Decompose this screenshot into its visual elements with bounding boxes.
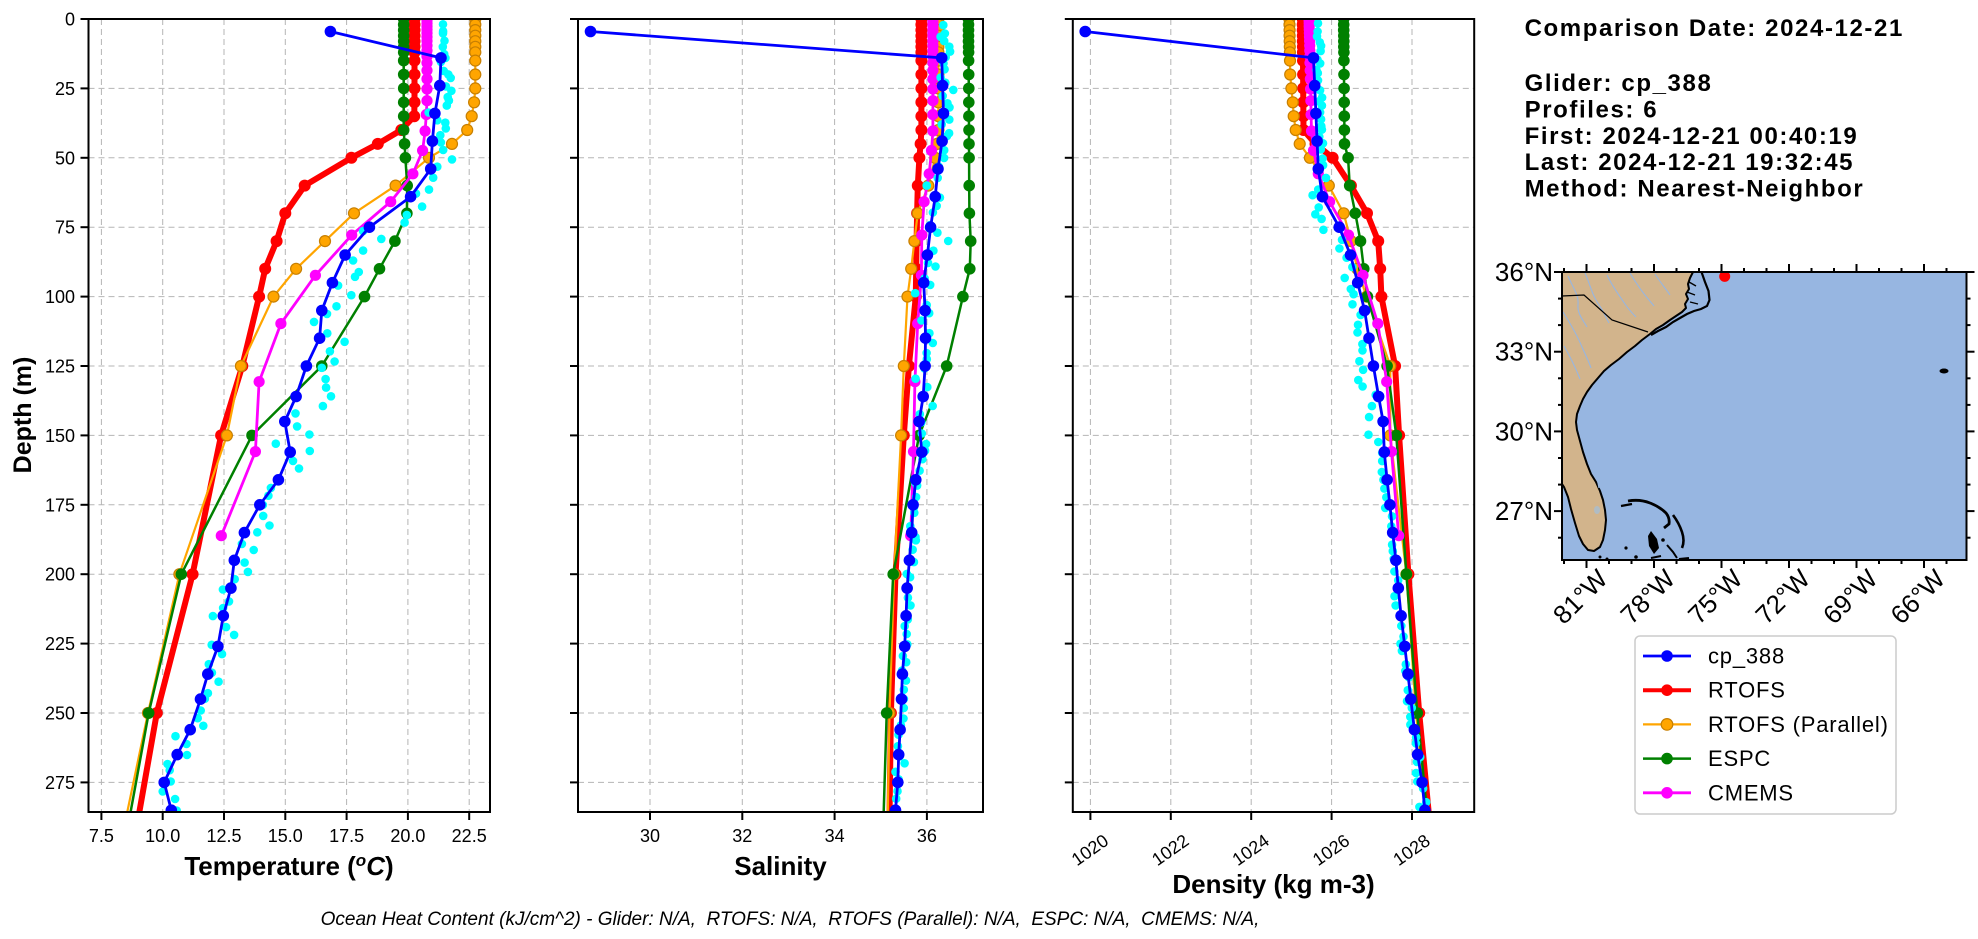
svg-text:150: 150 [45, 426, 75, 446]
svg-text:12.5: 12.5 [206, 826, 241, 846]
svg-text:33°N: 33°N [1495, 337, 1553, 367]
svg-text:Method: Nearest-Neighbor: Method: Nearest-Neighbor [1525, 175, 1865, 202]
svg-text:RTOFS (Parallel): RTOFS (Parallel) [1708, 712, 1889, 737]
svg-text:0: 0 [65, 10, 75, 30]
svg-text:Glider: cp_388: Glider: cp_388 [1525, 70, 1713, 97]
svg-text:225: 225 [45, 634, 75, 654]
svg-text:Density (kg m-3): Density (kg m-3) [1172, 869, 1374, 899]
svg-text:RTOFS: RTOFS [1708, 678, 1786, 703]
svg-text:Salinity: Salinity [734, 851, 827, 881]
svg-text:36°N: 36°N [1495, 257, 1553, 287]
svg-text:25: 25 [55, 79, 75, 99]
svg-text:20.0: 20.0 [390, 826, 425, 846]
svg-text:Ocean Heat Content (kJ/cm^2) -: Ocean Heat Content (kJ/cm^2) - Glider: N… [321, 909, 1260, 930]
svg-text:ESPC: ESPC [1708, 746, 1771, 771]
svg-text:34: 34 [825, 826, 845, 846]
svg-text:Depth (m): Depth (m) [9, 357, 37, 474]
svg-text:7.5: 7.5 [89, 826, 114, 846]
svg-text:27°N: 27°N [1495, 496, 1553, 526]
svg-text:275: 275 [45, 773, 75, 793]
svg-text:10.0: 10.0 [145, 826, 180, 846]
svg-text:250: 250 [45, 704, 75, 724]
svg-text:Profiles: 6: Profiles: 6 [1525, 97, 1659, 124]
svg-text:125: 125 [45, 357, 75, 377]
svg-text:Comparison Date: 2024-12-21: Comparison Date: 2024-12-21 [1525, 15, 1904, 42]
svg-text:First: 2024-12-21 00:40:19: First: 2024-12-21 00:40:19 [1525, 123, 1859, 150]
svg-text:200: 200 [45, 565, 75, 585]
svg-text:50: 50 [55, 148, 75, 168]
svg-text:100: 100 [45, 287, 75, 307]
svg-text:32: 32 [732, 826, 752, 846]
svg-text:36: 36 [917, 826, 937, 846]
svg-text:CMEMS: CMEMS [1708, 780, 1794, 805]
svg-text:17.5: 17.5 [329, 826, 364, 846]
svg-text:cp_388: cp_388 [1708, 644, 1785, 669]
svg-text:15.0: 15.0 [268, 826, 303, 846]
svg-text:175: 175 [45, 495, 75, 515]
svg-text:75: 75 [55, 218, 75, 238]
svg-text:22.5: 22.5 [452, 826, 487, 846]
svg-text:Last: 2024-12-21 19:32:45: Last: 2024-12-21 19:32:45 [1525, 149, 1855, 176]
svg-text:30°N: 30°N [1495, 416, 1553, 446]
svg-text:30: 30 [640, 826, 660, 846]
